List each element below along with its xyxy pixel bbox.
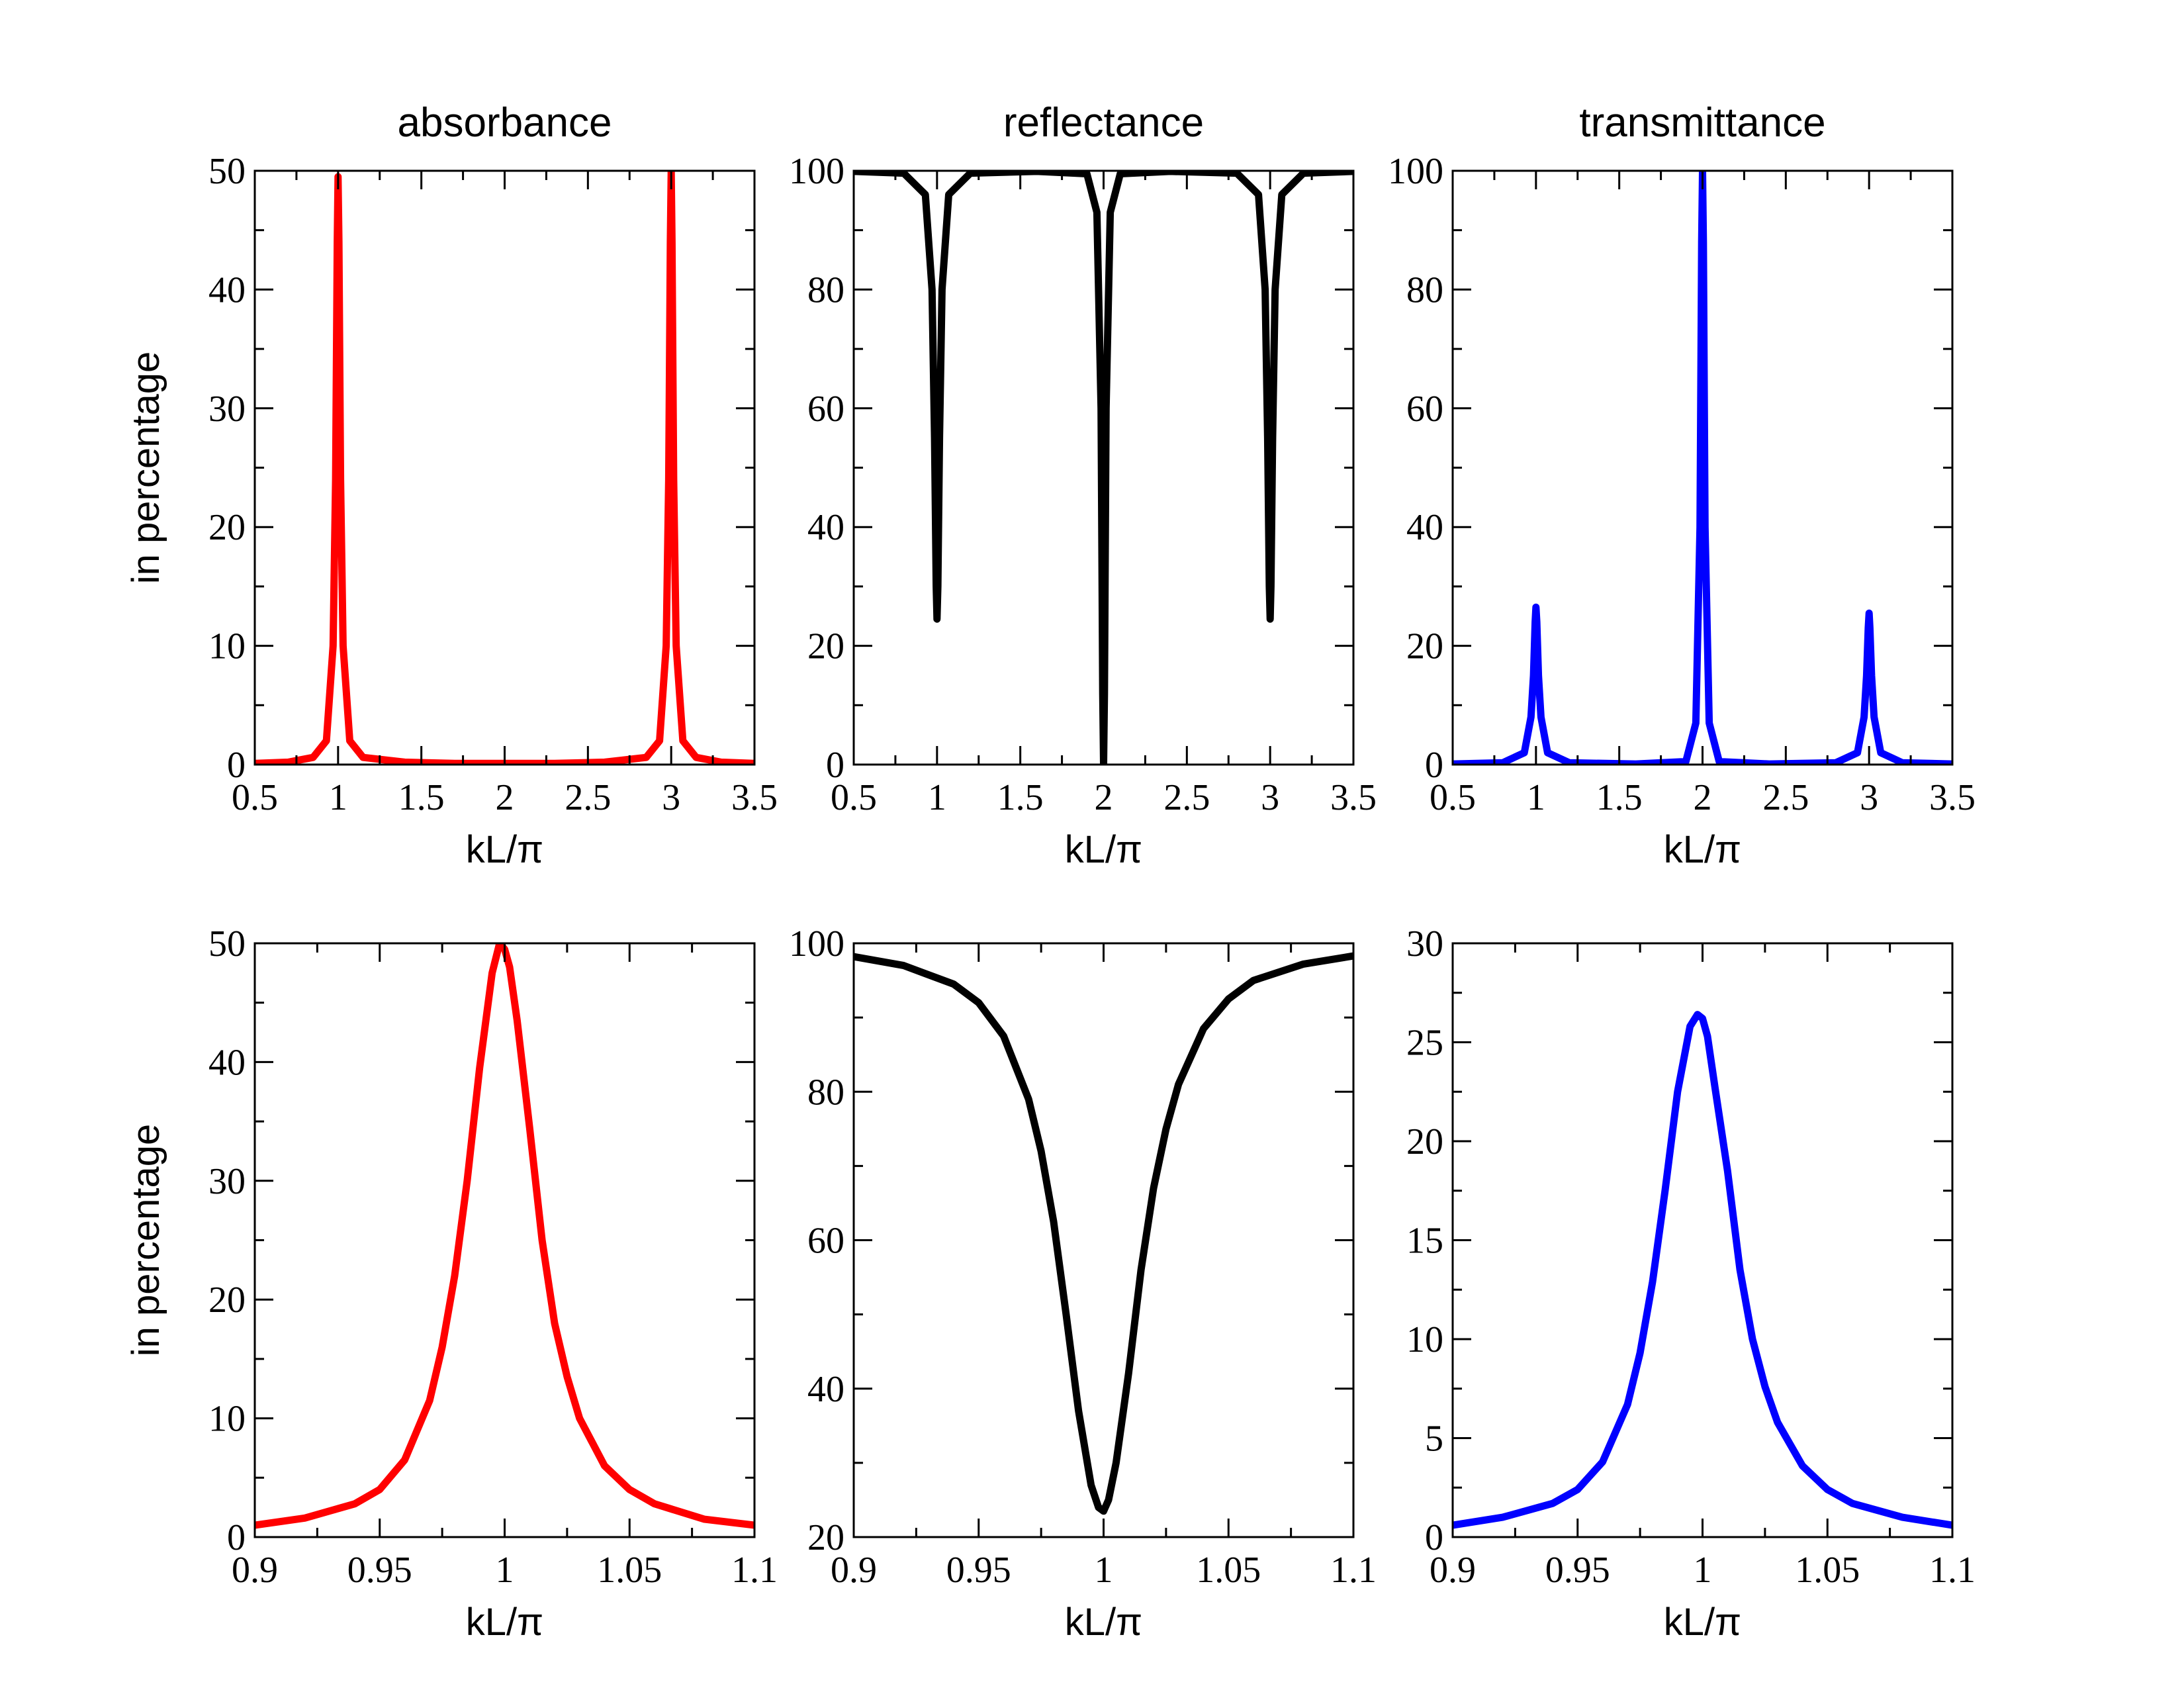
x-tick-label: 0.95: [347, 1550, 412, 1591]
y-tick-label: 20: [807, 626, 844, 667]
x-tick-label: 1: [329, 777, 347, 818]
y-tick-label: 20: [1406, 626, 1443, 667]
x-tick-label: 0.5: [232, 777, 278, 818]
y-tick-label: 0: [227, 745, 246, 786]
panel-title: transmittance: [1579, 100, 1825, 146]
y-tick-label: 50: [208, 923, 246, 964]
y-tick-label: 100: [789, 151, 844, 192]
x-tick-label: 2: [496, 777, 514, 818]
x-axis-label: kL/π: [1664, 828, 1741, 871]
x-tick-label: 2: [1694, 777, 1712, 818]
y-tick-label: 20: [1406, 1121, 1443, 1162]
panel-title: reflectance: [1003, 100, 1204, 146]
y-tick-label: 15: [1406, 1221, 1443, 1262]
x-tick-label: 2.5: [1163, 777, 1210, 818]
y-tick-label: 0: [826, 745, 844, 786]
x-tick-label: 3.5: [731, 777, 778, 818]
y-tick-label: 30: [208, 389, 246, 430]
y-tick-label: 60: [1406, 389, 1443, 430]
series-line-transmittance: [1453, 171, 1952, 765]
x-tick-label: 1.1: [1929, 1550, 1976, 1591]
series-line-reflectance: [854, 171, 1353, 765]
y-tick-label: 40: [807, 1369, 844, 1410]
x-tick-label: 1: [1095, 1550, 1113, 1591]
y-tick-label: 0: [1425, 745, 1443, 786]
y-tick-label: 10: [208, 1399, 246, 1440]
y-tick-label: 5: [1425, 1419, 1443, 1460]
y-tick-label: 80: [1406, 269, 1443, 310]
y-tick-label: 40: [208, 269, 246, 310]
x-tick-label: 1.1: [731, 1550, 778, 1591]
x-tick-label: 0.5: [831, 777, 877, 818]
x-axis-label: kL/π: [466, 1601, 543, 1644]
y-tick-label: 30: [208, 1161, 246, 1202]
x-tick-label: 0.5: [1430, 777, 1476, 818]
x-axis-label: kL/π: [1065, 828, 1142, 871]
panel-top-absorbance: 0.5 1 1.5 2 2.5 3 3.5 0 10 20 30 40 50 kL/π in percent…: [124, 100, 778, 871]
y-tick-label: 60: [807, 1221, 844, 1262]
x-tick-label: 1: [496, 1550, 514, 1591]
y-tick-label: 20: [807, 1517, 844, 1558]
x-tick-label: 0.9: [232, 1550, 278, 1591]
y-tick-label: 0: [1425, 1517, 1443, 1558]
series-line-transmittance: [1453, 1011, 1952, 1529]
y-tick-label: 40: [1406, 507, 1443, 548]
x-axis-label: kL/π: [1664, 1601, 1741, 1644]
x-tick-label: 1.1: [1330, 1550, 1377, 1591]
y-tick-label: 50: [208, 151, 246, 192]
y-tick-label: 40: [807, 507, 844, 548]
y-tick-label: 20: [208, 507, 246, 548]
panel-bottom-absorbance: 0.9 0.95 1 1.05 1.1 0 10 20 30 40 50 kL/π in percent…: [124, 923, 778, 1644]
x-tick-label: 1: [928, 777, 946, 818]
y-tick-label: 100: [1388, 151, 1443, 192]
x-tick-label: 0.9: [831, 1550, 877, 1591]
y-axis-label: in percentage: [124, 352, 167, 584]
x-tick-label: 0.95: [1545, 1550, 1610, 1591]
x-axis-label: kL/π: [466, 828, 543, 871]
x-tick-label: 1.05: [597, 1550, 662, 1591]
y-tick-label: 60: [807, 389, 844, 430]
x-tick-label: 1.05: [1196, 1550, 1261, 1591]
x-tick-label: 1: [1694, 1550, 1712, 1591]
x-tick-label: 2: [1095, 777, 1113, 818]
panel-top-transmittance: 0.5 1 1.5 2 2.5 3 3.5 0 20 40 60 80 100 kL/π transmitt…: [1388, 100, 1976, 871]
x-tick-label: 1.5: [997, 777, 1044, 818]
x-axis-label: kL/π: [1065, 1601, 1142, 1644]
y-tick-label: 80: [807, 1072, 844, 1113]
x-tick-label: 3: [1860, 777, 1878, 818]
y-axis-label: in percentage: [124, 1124, 167, 1356]
x-tick-label: 3: [662, 777, 680, 818]
x-tick-label: 3.5: [1929, 777, 1976, 818]
x-tick-label: 3: [1261, 777, 1279, 818]
y-tick-label: 10: [208, 626, 246, 667]
series-line-reflectance: [854, 952, 1353, 1515]
y-tick-label: 30: [1406, 923, 1443, 964]
panel-bottom-transmittance: 0.9 0.95 1 1.05 1.1 0 5 10 15 20 25 30 kL/π: [1406, 923, 1976, 1644]
y-tick-label: 25: [1406, 1023, 1443, 1064]
x-tick-label: 0.9: [1430, 1550, 1476, 1591]
y-tick-label: 100: [789, 923, 844, 964]
y-tick-label: 80: [807, 269, 844, 310]
x-tick-label: 3.5: [1330, 777, 1377, 818]
y-tick-label: 20: [208, 1280, 246, 1321]
y-tick-label: 0: [227, 1517, 246, 1558]
panel-title: absorbance: [397, 100, 612, 146]
x-tick-label: 1.5: [1596, 777, 1643, 818]
panel-top-reflectance: 0.5 1 1.5 2 2.5 3 3.5 0 20 40 60 80 100 kL/π reflectan…: [789, 100, 1377, 871]
y-tick-label: 40: [208, 1042, 246, 1083]
x-tick-label: 1.5: [398, 777, 445, 818]
x-tick-label: 1.05: [1795, 1550, 1860, 1591]
x-tick-label: 2.5: [565, 777, 611, 818]
x-tick-label: 2.5: [1762, 777, 1809, 818]
panel-bottom-reflectance: 0.9 0.95 1 1.05 1.1 20 40 60 80 100 kL/π: [789, 923, 1377, 1644]
x-tick-label: 0.95: [946, 1550, 1011, 1591]
y-tick-label: 10: [1406, 1319, 1443, 1360]
x-tick-label: 1: [1527, 777, 1545, 818]
